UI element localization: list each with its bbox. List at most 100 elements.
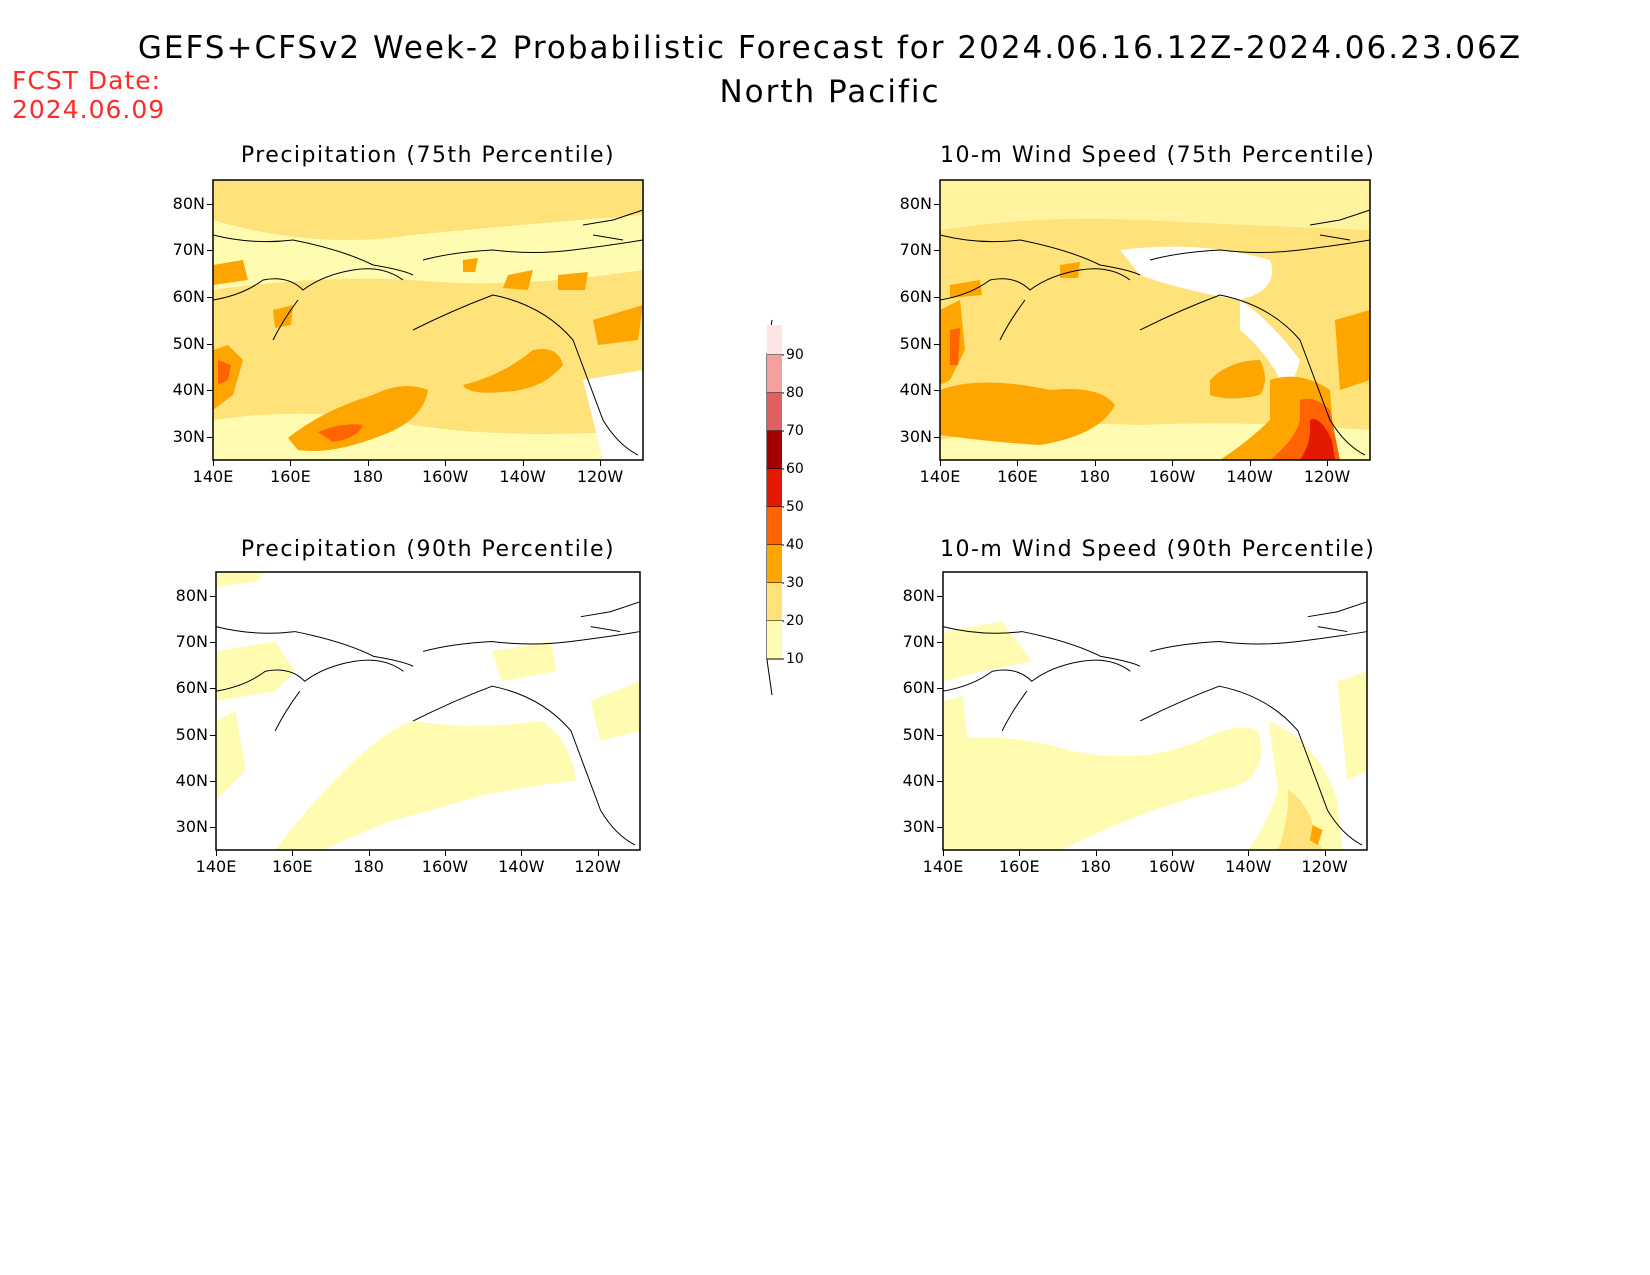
lon-tick-label: 140W bbox=[1226, 467, 1273, 486]
legend-swatch bbox=[767, 507, 782, 545]
legend-swatch bbox=[767, 621, 782, 659]
legend-swatch bbox=[767, 431, 782, 469]
lon-tick-label: 160E bbox=[271, 857, 313, 876]
lon-tick-mark bbox=[1327, 460, 1328, 466]
lon-tick-label: 140E bbox=[192, 467, 234, 486]
lat-tick-mark bbox=[934, 297, 940, 299]
legend-swatch bbox=[767, 393, 782, 431]
lon-tick-mark bbox=[213, 460, 214, 466]
lat-tick-mark bbox=[207, 343, 213, 345]
lat-tick-label: 80N bbox=[899, 194, 932, 214]
lon-tick-mark bbox=[445, 460, 447, 466]
lat-tick-mark bbox=[210, 641, 216, 643]
lon-tick-mark bbox=[1172, 460, 1174, 466]
legend-swatch bbox=[767, 545, 782, 583]
lat-tick-mark bbox=[207, 390, 213, 391]
fcst-date-value: 2024.06.09 bbox=[12, 95, 166, 124]
lon-tick-mark bbox=[1017, 460, 1019, 466]
lat-tick-label: 40N bbox=[899, 380, 932, 399]
legend-label: 60 bbox=[786, 461, 804, 477]
lat-tick-label: 40N bbox=[175, 770, 208, 790]
lat-tick-mark bbox=[937, 688, 943, 690]
lon-tick-mark bbox=[444, 850, 446, 856]
fcst-date-block: FCST Date: 2024.06.09 bbox=[12, 66, 165, 124]
lat-tick-mark bbox=[937, 827, 943, 829]
lon-tick-mark bbox=[216, 850, 217, 856]
lon-tick-mark bbox=[1249, 460, 1251, 466]
lon-tick-label: 180 bbox=[1079, 467, 1111, 486]
lat-tick-label: 60N bbox=[172, 287, 205, 307]
lon-tick-label: 120W bbox=[576, 467, 624, 486]
lon-tick-label: 120W bbox=[1303, 467, 1351, 486]
lon-tick-label: 140W bbox=[499, 467, 546, 486]
lat-tick-mark bbox=[934, 390, 940, 391]
lat-tick-mark bbox=[207, 204, 213, 206]
lon-tick-mark bbox=[1094, 460, 1096, 466]
lon-tick-mark bbox=[943, 850, 944, 856]
lon-tick-mark bbox=[521, 850, 523, 856]
lat-tick-mark bbox=[937, 595, 943, 597]
map-wind-90 bbox=[942, 571, 1368, 851]
lat-tick-mark bbox=[207, 250, 213, 251]
lat-tick-label: 30N bbox=[175, 817, 208, 837]
legend-label: 90 bbox=[786, 347, 804, 363]
lon-tick-label: 180 bbox=[352, 467, 384, 486]
lat-tick-label: 30N bbox=[902, 817, 935, 837]
lon-tick-mark bbox=[600, 460, 601, 466]
lat-tick-mark bbox=[210, 688, 216, 690]
legend-label: 80 bbox=[786, 385, 804, 401]
lat-tick-mark bbox=[210, 595, 216, 597]
lon-tick-label: 140E bbox=[195, 857, 237, 876]
legend-label: 50 bbox=[786, 499, 804, 515]
lon-tick-label: 180 bbox=[353, 857, 384, 876]
lat-tick-label: 70N bbox=[902, 631, 935, 651]
fcst-date-label: FCST Date: bbox=[12, 66, 162, 95]
region-title: North Pacific bbox=[719, 74, 941, 110]
lat-tick-label: 70N bbox=[175, 631, 208, 651]
lon-tick-label: 140W bbox=[1225, 857, 1272, 876]
lon-tick-label: 160E bbox=[270, 467, 311, 486]
lon-tick-label: 120W bbox=[1301, 857, 1348, 876]
lat-tick-mark bbox=[207, 437, 213, 439]
main-title: GEFS+CFSv2 Week-2 Probabilistic Forecast… bbox=[137, 30, 1523, 66]
lon-tick-mark bbox=[1324, 850, 1326, 856]
lat-tick-label: 80N bbox=[172, 194, 205, 214]
map-precip-75 bbox=[212, 179, 644, 461]
legend-label: 10 bbox=[786, 651, 804, 667]
panel-title-precip-75: Precipitation (75th Percentile) bbox=[240, 143, 616, 168]
lon-tick-label: 180 bbox=[1080, 857, 1111, 876]
lat-tick-mark bbox=[937, 641, 943, 643]
lon-tick-label: 140W bbox=[498, 857, 545, 876]
lat-tick-label: 50N bbox=[172, 333, 205, 353]
lon-tick-label: 160W bbox=[1148, 857, 1196, 876]
panel-title-wind-90: 10-m Wind Speed (90th Percentile) bbox=[940, 537, 1376, 562]
lat-tick-label: 50N bbox=[899, 333, 932, 353]
lon-tick-label: 160W bbox=[1149, 467, 1196, 486]
lat-tick-label: 50N bbox=[175, 724, 208, 744]
legend-swatch bbox=[767, 469, 782, 507]
lat-tick-mark bbox=[207, 297, 213, 299]
legend-swatch bbox=[767, 583, 782, 621]
lon-tick-label: 160E bbox=[997, 467, 1038, 486]
legend-label: 30 bbox=[786, 575, 804, 591]
lat-tick-mark bbox=[210, 734, 216, 736]
lon-tick-label: 160W bbox=[422, 467, 469, 486]
lat-tick-label: 50N bbox=[902, 724, 935, 744]
legend-label: 40 bbox=[786, 537, 804, 553]
lat-tick-label: 80N bbox=[902, 585, 935, 605]
lat-tick-label: 60N bbox=[175, 678, 208, 698]
lon-tick-mark bbox=[1095, 850, 1097, 856]
lon-tick-label: 160E bbox=[998, 857, 1040, 876]
lon-tick-mark bbox=[940, 460, 941, 466]
lat-tick-label: 30N bbox=[172, 427, 205, 447]
panel-title-wind-75: 10-m Wind Speed (75th Percentile) bbox=[940, 143, 1376, 168]
lat-tick-mark bbox=[937, 734, 943, 736]
lat-tick-label: 70N bbox=[172, 240, 205, 259]
lat-tick-mark bbox=[934, 204, 940, 206]
map-wind-75 bbox=[939, 179, 1371, 461]
lon-tick-label: 140E bbox=[919, 467, 961, 486]
lat-tick-label: 30N bbox=[899, 427, 932, 447]
lon-tick-label: 160W bbox=[421, 857, 469, 876]
lat-tick-label: 60N bbox=[899, 287, 932, 307]
lon-tick-mark bbox=[368, 850, 370, 856]
